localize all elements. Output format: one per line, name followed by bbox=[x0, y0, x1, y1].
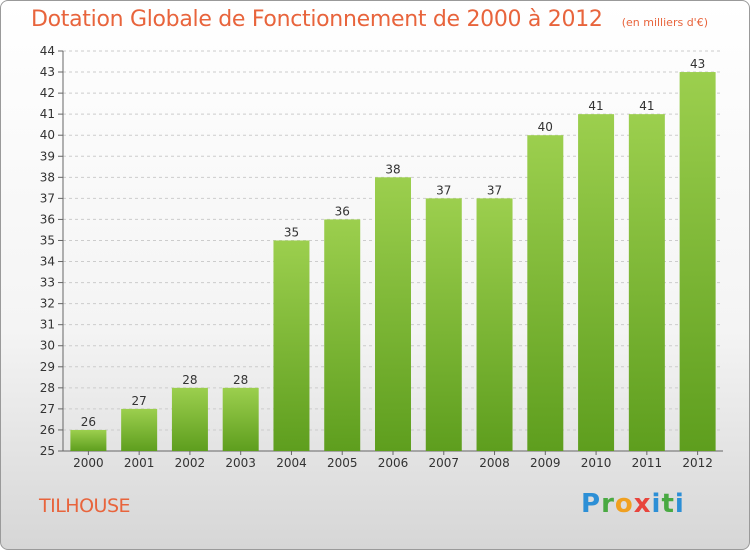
bar bbox=[679, 72, 716, 451]
bar bbox=[70, 429, 107, 451]
x-tick-label: 2001 bbox=[124, 456, 155, 470]
logo-letter: x bbox=[633, 489, 652, 519]
bar-value-label: 36 bbox=[335, 204, 350, 218]
y-tick-label: 39 bbox=[40, 149, 55, 163]
bar-value-label: 43 bbox=[690, 57, 705, 71]
bar-value-label: 41 bbox=[588, 99, 603, 113]
bar bbox=[121, 408, 158, 451]
chart-title-block: Dotation Globale de Fonctionnement de 20… bbox=[31, 7, 708, 32]
y-tick-label: 37 bbox=[40, 191, 55, 205]
x-tick-label: 2005 bbox=[327, 456, 358, 470]
bar bbox=[628, 114, 665, 451]
y-tick-label: 33 bbox=[40, 276, 55, 290]
x-tick-label: 2003 bbox=[225, 456, 256, 470]
bar bbox=[324, 219, 361, 451]
y-tick-label: 30 bbox=[40, 339, 55, 353]
bar-value-label: 37 bbox=[487, 183, 502, 197]
y-tick-label: 34 bbox=[40, 255, 55, 269]
bar bbox=[476, 198, 513, 451]
x-tick-label: 2008 bbox=[479, 456, 510, 470]
bar-value-label: 26 bbox=[81, 415, 96, 429]
chart-title: Dotation Globale de Fonctionnement de 20… bbox=[31, 7, 603, 32]
bar-value-label: 27 bbox=[132, 394, 147, 408]
bar-value-label: 40 bbox=[538, 120, 553, 134]
y-tick-label: 29 bbox=[40, 360, 55, 374]
bar bbox=[425, 198, 462, 451]
x-tick-label: 2006 bbox=[378, 456, 409, 470]
y-tick-label: 43 bbox=[40, 65, 55, 79]
y-tick-label: 38 bbox=[40, 170, 55, 184]
x-tick-label: 2004 bbox=[276, 456, 307, 470]
logo-letter: r bbox=[601, 489, 615, 519]
y-tick-label: 31 bbox=[40, 318, 55, 332]
y-tick-label: 27 bbox=[40, 402, 55, 416]
bar-value-label: 28 bbox=[182, 373, 197, 387]
labels: 26 2000 27 2001 28 2002 28 2003 35 2004 36 2005 38 20… bbox=[73, 57, 713, 470]
y-tick-label: 42 bbox=[40, 86, 55, 100]
commune-name: TILHOUSE bbox=[39, 495, 131, 517]
logo-letter: i bbox=[674, 489, 685, 519]
y-tick-label: 26 bbox=[40, 423, 55, 437]
x-tick-label: 2010 bbox=[581, 456, 612, 470]
x-tick-label: 2009 bbox=[530, 456, 561, 470]
bar-value-label: 37 bbox=[436, 183, 451, 197]
logo-letter: t bbox=[661, 489, 675, 519]
chart-subtitle: (en milliers d'€) bbox=[621, 16, 708, 29]
y-tick-label: 28 bbox=[40, 381, 55, 395]
bar bbox=[375, 177, 411, 451]
bar bbox=[171, 387, 208, 451]
bar-value-label: 41 bbox=[639, 99, 654, 113]
proxiti-logo: Proxiti bbox=[581, 489, 685, 519]
bar bbox=[578, 114, 615, 451]
y-tick-label: 40 bbox=[40, 128, 55, 142]
bars bbox=[70, 72, 716, 452]
bar-value-label: 35 bbox=[284, 225, 299, 239]
logo-letter: i bbox=[651, 489, 662, 519]
y-tick-label: 44 bbox=[40, 44, 55, 58]
bar bbox=[222, 387, 259, 451]
x-tick-label: 2012 bbox=[682, 456, 713, 470]
bar-value-label: 28 bbox=[233, 373, 248, 387]
y-tick-label: 25 bbox=[40, 444, 55, 458]
y-tick-label: 36 bbox=[40, 212, 55, 226]
y-tick-label: 41 bbox=[40, 107, 55, 121]
x-tick-label: 2002 bbox=[175, 456, 206, 470]
x-tick-label: 2011 bbox=[632, 456, 663, 470]
bar-value-label: 38 bbox=[385, 162, 400, 176]
x-tick-label: 2000 bbox=[73, 456, 104, 470]
x-tick-label: 2007 bbox=[428, 456, 459, 470]
bar bbox=[273, 240, 310, 451]
y-tick-label: 35 bbox=[40, 233, 55, 247]
logo-letter: o bbox=[614, 489, 634, 519]
y-tick-label: 32 bbox=[40, 297, 55, 311]
logo-letter: P bbox=[581, 489, 602, 519]
bar bbox=[527, 135, 564, 452]
